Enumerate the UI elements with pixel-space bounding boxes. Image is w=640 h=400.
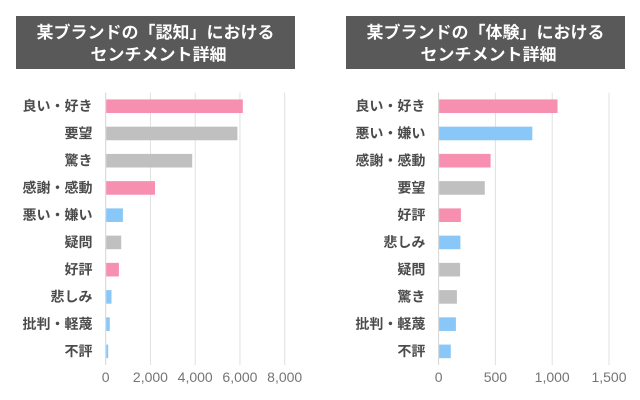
svg-text:2,000: 2,000 — [133, 369, 168, 385]
svg-text:1,000: 1,000 — [535, 369, 570, 385]
svg-text:8,000: 8,000 — [267, 369, 302, 385]
svg-text:0: 0 — [435, 369, 443, 385]
svg-text:1,500: 1,500 — [591, 369, 626, 385]
svg-text:6,000: 6,000 — [222, 369, 257, 385]
svg-text:500: 500 — [484, 369, 508, 385]
svg-text:0: 0 — [102, 369, 110, 385]
svg-text:4,000: 4,000 — [178, 369, 213, 385]
